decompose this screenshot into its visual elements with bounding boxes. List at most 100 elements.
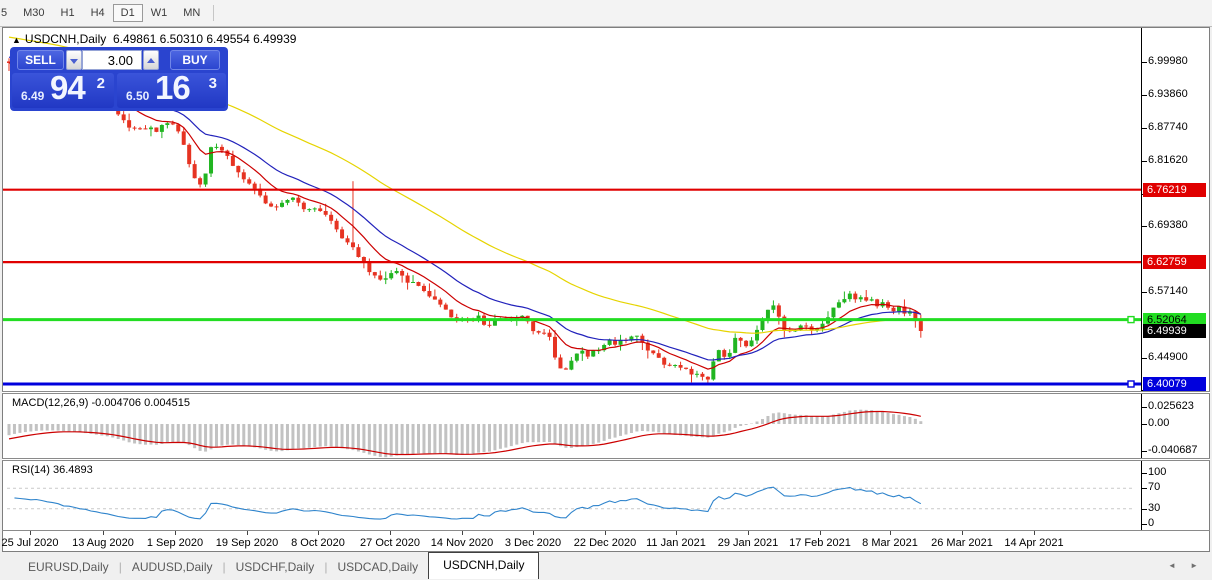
timeframe-button-h1[interactable]: H1 <box>60 7 75 19</box>
chart-tab-eurusd[interactable]: EURUSD,Daily <box>28 559 109 574</box>
timeframe-button-5[interactable]: 5 <box>1 7 8 19</box>
date-axis-tick <box>103 531 104 535</box>
price-axis-tick-label: 6.93860 <box>1148 87 1188 100</box>
tab-separator: | <box>118 559 122 574</box>
price-axis-tick <box>1142 292 1147 294</box>
rsi-axis-tick-label: 0 <box>1148 517 1155 529</box>
level-price-label: 6.76219 <box>1143 182 1206 197</box>
level-price-label: 6.52064 <box>1143 312 1206 327</box>
price-axis-tick <box>1142 358 1147 360</box>
date-axis-label: 17 Feb 2021 <box>789 537 851 549</box>
volume-input[interactable] <box>82 50 142 70</box>
date-axis-label: 8 Oct 2020 <box>291 537 345 549</box>
chart-window <box>2 27 1210 552</box>
chevron-down-icon <box>70 59 78 64</box>
rsi-axis-tick <box>1142 488 1147 490</box>
price-axis-tick-label: 6.81620 <box>1148 153 1188 166</box>
date-axis-tick <box>533 531 534 535</box>
price-axis-tick-label: 6.44900 <box>1148 351 1188 364</box>
price-axis-tick <box>1142 61 1147 63</box>
buy-button[interactable]: BUY <box>170 50 220 70</box>
rsi-indicator-label: RSI(14) 36.4893 <box>12 464 93 476</box>
macd-axis-tick <box>1142 450 1147 452</box>
timeframe-button-m30[interactable]: M30 <box>23 7 45 19</box>
sell-price-small: 6.49 <box>21 89 45 103</box>
date-axis-tick <box>676 531 677 535</box>
bid-price-label: 6.49939 <box>1143 323 1206 338</box>
date-axis-label: 25 Jul 2020 <box>1 537 59 549</box>
sell-price-big: 94 <box>50 69 86 106</box>
date-axis-tick <box>748 531 749 535</box>
chart-ohlc-quotes: 6.49861 6.50310 6.49554 6.49939 <box>112 32 297 46</box>
timeframe-toolbar: 5 M30 H1 H4 D1 W1 MN <box>0 0 1212 27</box>
rsi-axis-tick <box>1142 524 1147 525</box>
toolbar-separator <box>213 5 215 21</box>
date-axis-tick <box>462 531 463 535</box>
date-axis-label: 8 Mar 2021 <box>862 537 918 549</box>
panel-separator[interactable] <box>2 458 1210 461</box>
collapse-chart-icon[interactable]: ▲ <box>12 35 21 45</box>
timeframe-button-d1[interactable]: D1 <box>112 4 143 22</box>
rsi-axis-tick-label: 30 <box>1148 501 1161 514</box>
date-axis-tick <box>175 531 176 535</box>
macd-indicator-label: MACD(12,26,9) -0.004706 0.004515 <box>12 397 190 409</box>
level-price-label: 6.40079 <box>1143 377 1206 391</box>
price-axis-tick-label: 6.87740 <box>1148 120 1188 133</box>
macd-axis-tick <box>1142 407 1147 409</box>
macd-axis-tick-label: 0.025623 <box>1148 400 1194 413</box>
rsi-axis-tick-label: 100 <box>1148 466 1167 478</box>
sell-price-box[interactable]: 6.49 94 2 <box>12 69 114 108</box>
date-axis-tick <box>390 531 391 535</box>
date-axis-label: 1 Sep 2020 <box>146 537 204 549</box>
chart-tab-usdchf[interactable]: USDCHF,Daily <box>235 559 315 574</box>
date-axis-label: 22 Dec 2020 <box>573 537 637 549</box>
rsi-axis-tick <box>1142 473 1147 474</box>
panel-separator <box>2 530 1210 531</box>
date-axis-label: 3 Dec 2020 <box>504 537 562 549</box>
price-axis-tick <box>1142 94 1147 96</box>
date-axis-tick <box>247 531 248 535</box>
timeframe-button-h4[interactable]: H4 <box>90 7 105 19</box>
rsi-axis-tick <box>1142 508 1147 510</box>
date-axis-label: 19 Sep 2020 <box>215 537 279 549</box>
tab-separator: | <box>222 559 226 574</box>
volume-decrease-button[interactable] <box>66 50 82 70</box>
timeframe-button-w1[interactable]: W1 <box>150 7 168 19</box>
tab-scroll-arrows[interactable]: ◄ ► <box>1167 561 1204 570</box>
price-axis-tick-label: 6.69380 <box>1148 219 1188 232</box>
date-axis-tick <box>1034 531 1035 535</box>
chart-title: ▲ USDCNH,Daily 6.49861 6.50310 6.49554 6.… <box>12 32 296 46</box>
panel-separator[interactable] <box>2 391 1210 394</box>
date-axis-label: 14 Apr 2021 <box>1004 537 1064 549</box>
chart-tab-audusd[interactable]: AUDUSD,Daily <box>131 559 213 574</box>
timeframe-button-mn[interactable]: MN <box>183 7 201 19</box>
price-axis-tick <box>1142 226 1147 228</box>
sell-price-sup: 2 <box>96 75 105 92</box>
chart-tab-usdcad[interactable]: USDCAD,Daily <box>337 559 419 574</box>
price-axis-tick-label: 6.99980 <box>1148 54 1188 67</box>
chart-tabs-bar: EURUSD,Daily | AUDUSD,Daily | USDCHF,Daily | U… <box>0 551 1212 580</box>
date-axis-tick <box>605 531 606 535</box>
rsi-axis-tick-label: 70 <box>1148 481 1161 494</box>
chart-tab-usdcnh[interactable]: USDCNH,Daily <box>428 551 540 579</box>
macd-axis-tick-label: -0.040687 <box>1148 443 1198 456</box>
chart-symbol: USDCNH,Daily <box>24 32 107 46</box>
buy-price-big: 16 <box>155 69 191 106</box>
sell-button[interactable]: SELL <box>17 50 64 70</box>
tab-separator: | <box>324 559 328 574</box>
buy-price-small: 6.50 <box>126 89 150 103</box>
buy-price-box[interactable]: 6.50 16 3 <box>117 69 226 108</box>
volume-increase-button[interactable] <box>143 50 159 70</box>
date-axis-label: 29 Jan 2021 <box>717 537 779 549</box>
date-axis-tick <box>318 531 319 535</box>
date-axis-tick <box>890 531 891 535</box>
date-axis-tick <box>962 531 963 535</box>
chevron-up-icon <box>147 58 155 63</box>
date-axis-tick <box>820 531 821 535</box>
price-axis-tick <box>1142 127 1147 129</box>
buy-price-sup: 3 <box>208 75 217 92</box>
date-axis-label: 26 Mar 2021 <box>931 537 993 549</box>
date-axis-tick <box>30 531 31 535</box>
price-axis-tick-label: 6.57140 <box>1148 285 1188 298</box>
